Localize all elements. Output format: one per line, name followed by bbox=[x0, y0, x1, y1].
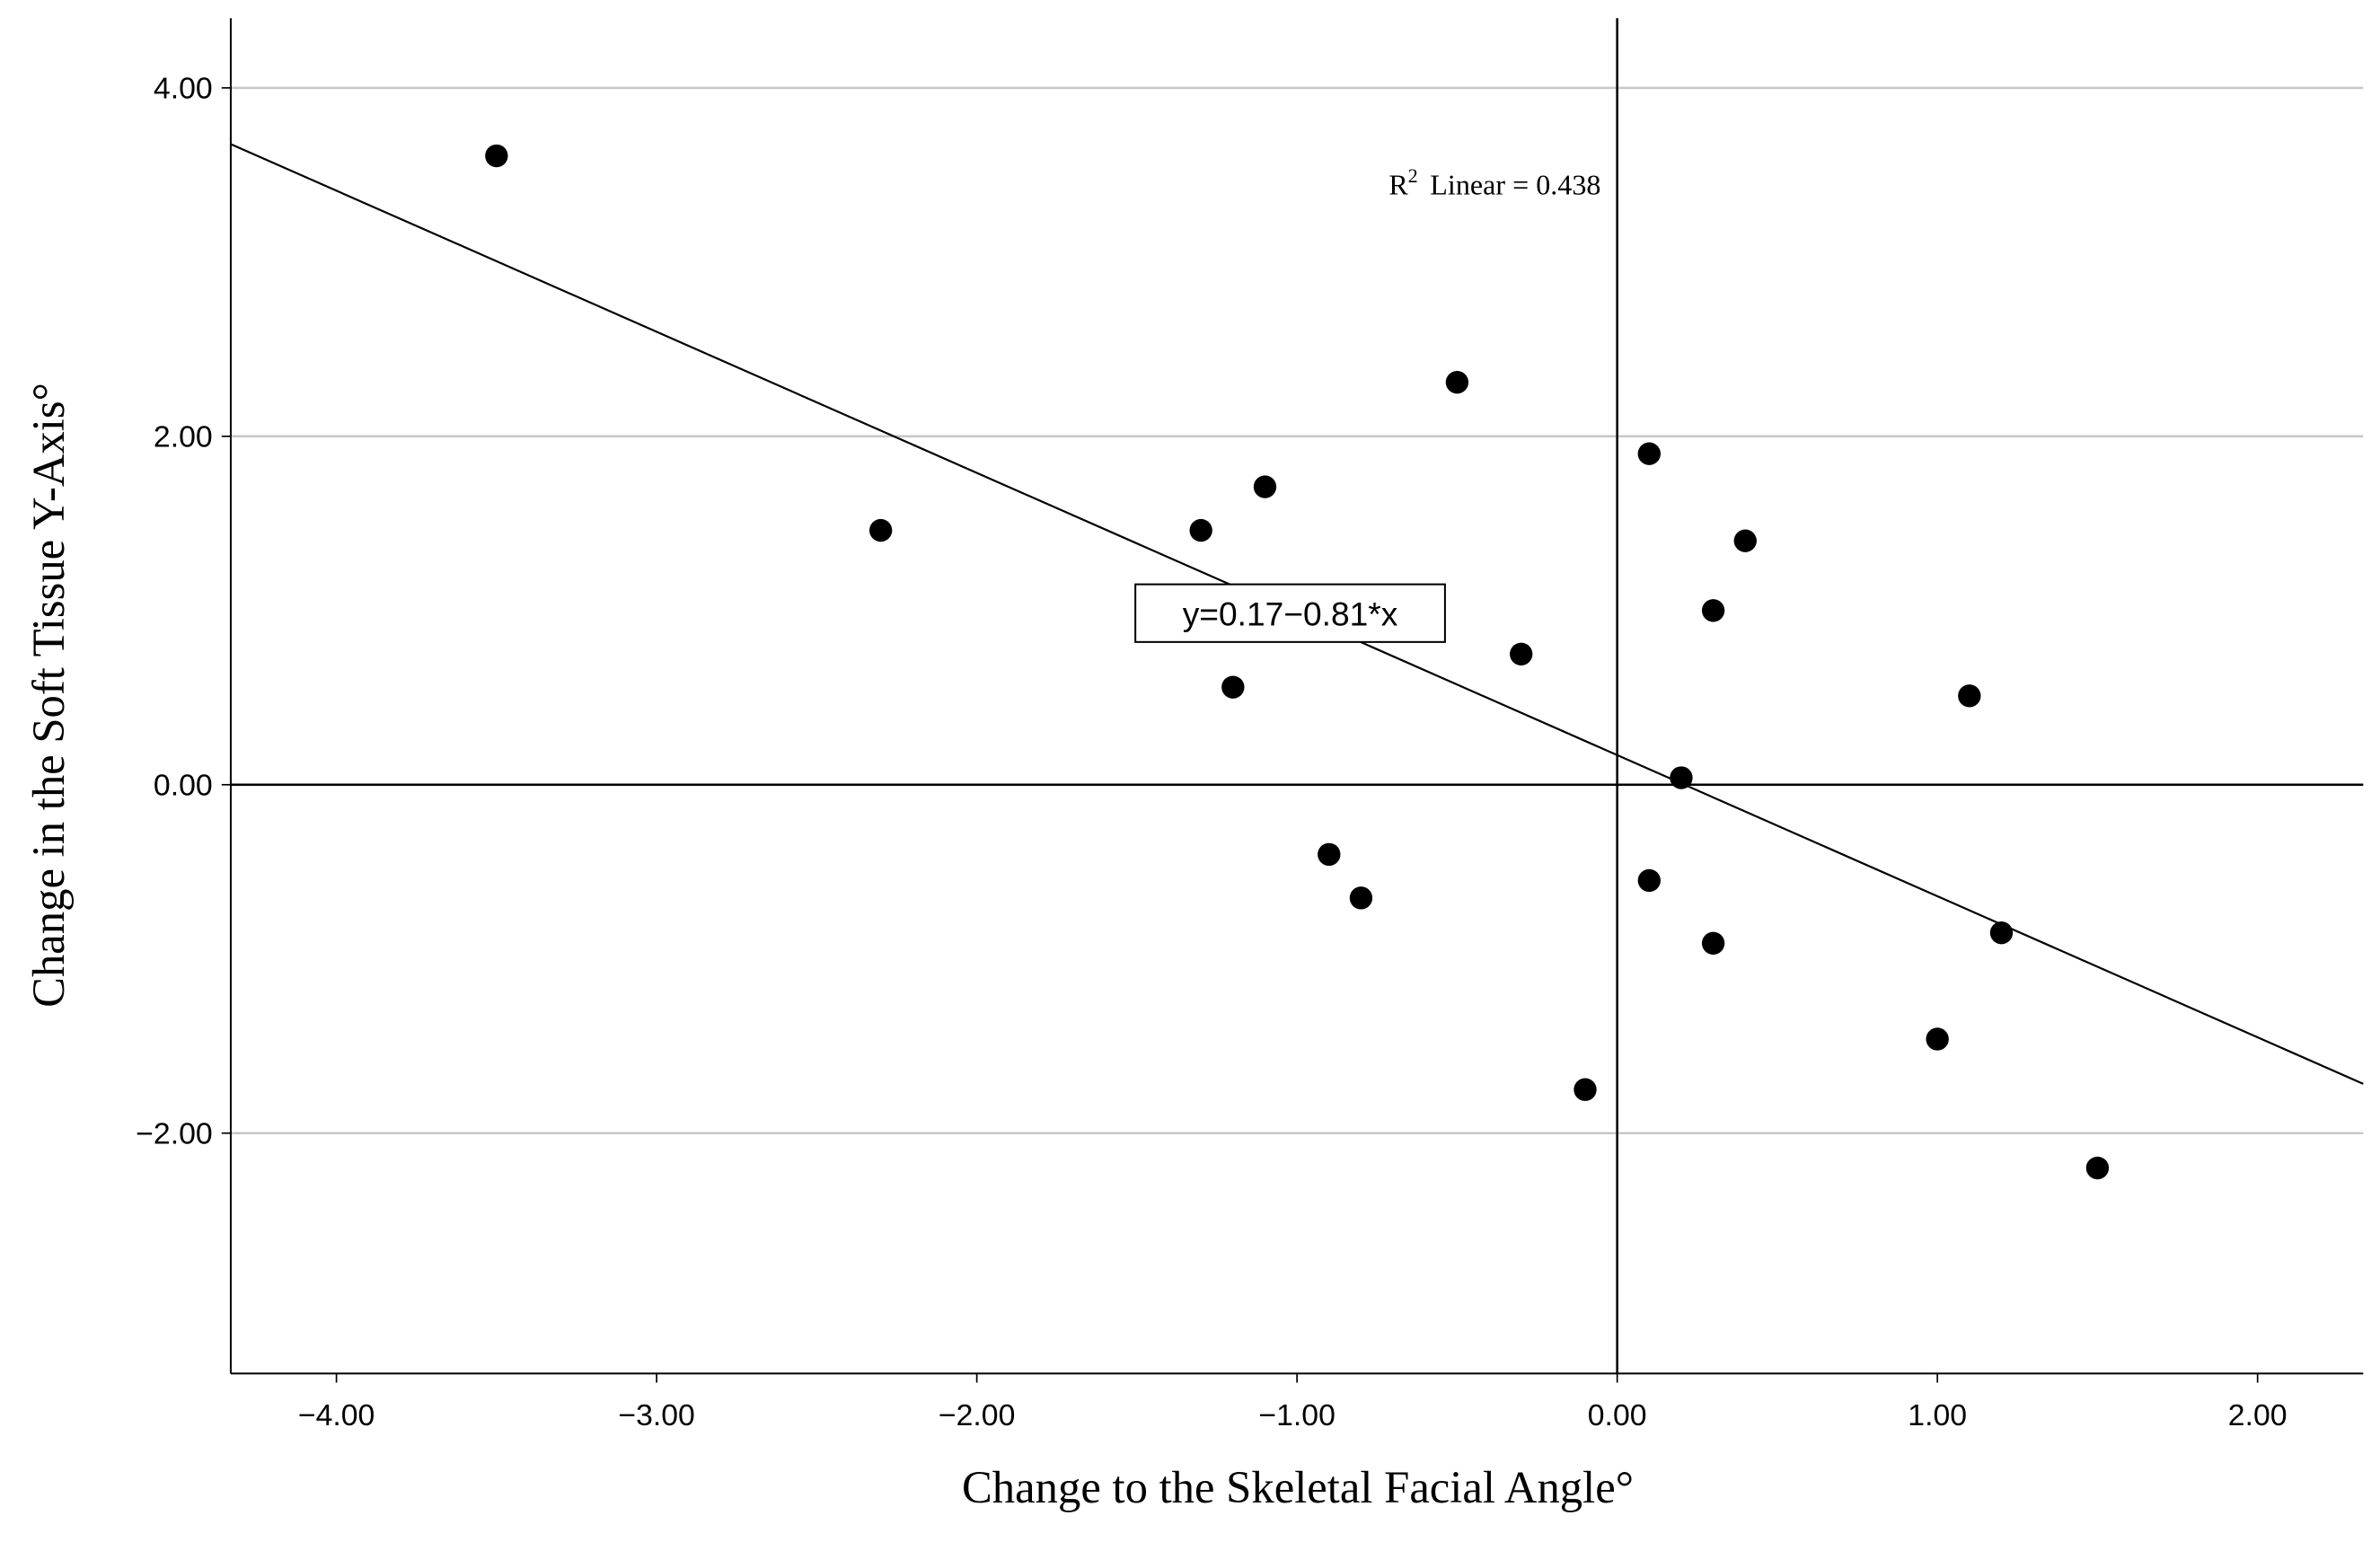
x-tick-label: −4.00 bbox=[298, 1398, 375, 1432]
y-axis-title: Change in the Soft Tissue Y-Axis° bbox=[23, 383, 74, 1008]
point bbox=[1926, 1027, 1949, 1051]
x-tick-label: −3.00 bbox=[618, 1398, 694, 1432]
point bbox=[1445, 371, 1469, 394]
point bbox=[1318, 842, 1341, 867]
y-tick-label: −2.00 bbox=[136, 1117, 212, 1151]
x-tick-label: 2.00 bbox=[2228, 1398, 2287, 1432]
point bbox=[1253, 475, 1277, 498]
point bbox=[1637, 442, 1661, 465]
fit-equation-box bbox=[1134, 583, 1446, 643]
x-tick-label: −1.00 bbox=[1258, 1398, 1335, 1432]
point bbox=[1573, 1078, 1597, 1101]
point bbox=[1349, 886, 1373, 910]
point bbox=[1958, 684, 1981, 708]
fit-equation: y=0.17−0.81*x bbox=[1183, 595, 1398, 632]
r2-symbol: R bbox=[1388, 168, 1408, 200]
y-tick-label: 0.00 bbox=[154, 769, 213, 803]
point bbox=[1510, 642, 1533, 665]
x-tick-label: 1.00 bbox=[1908, 1398, 1967, 1432]
point bbox=[1733, 529, 1757, 552]
point bbox=[1189, 518, 1212, 542]
point bbox=[1989, 921, 2014, 945]
r2-text: Linear = 0.438 bbox=[1430, 168, 1600, 200]
x-tick-label: 0.00 bbox=[1588, 1398, 1647, 1432]
x-tick-label: −2.00 bbox=[939, 1398, 1015, 1432]
point bbox=[1221, 675, 1245, 699]
r2-annotation: R2 Linear = 0.438 bbox=[1388, 164, 1600, 201]
point bbox=[485, 144, 508, 168]
point bbox=[868, 518, 893, 542]
y-tick-label: 4.00 bbox=[154, 72, 213, 106]
point bbox=[2085, 1156, 2110, 1180]
point bbox=[1701, 599, 1725, 622]
r2-superscript: 2 bbox=[1408, 164, 1418, 187]
y-tick-label: 2.00 bbox=[154, 420, 213, 454]
x-axis-title: Change to the Skeletal Facial Angle° bbox=[962, 1462, 1634, 1512]
point bbox=[1701, 931, 1725, 955]
point bbox=[1670, 766, 1693, 789]
point bbox=[1637, 868, 1661, 893]
